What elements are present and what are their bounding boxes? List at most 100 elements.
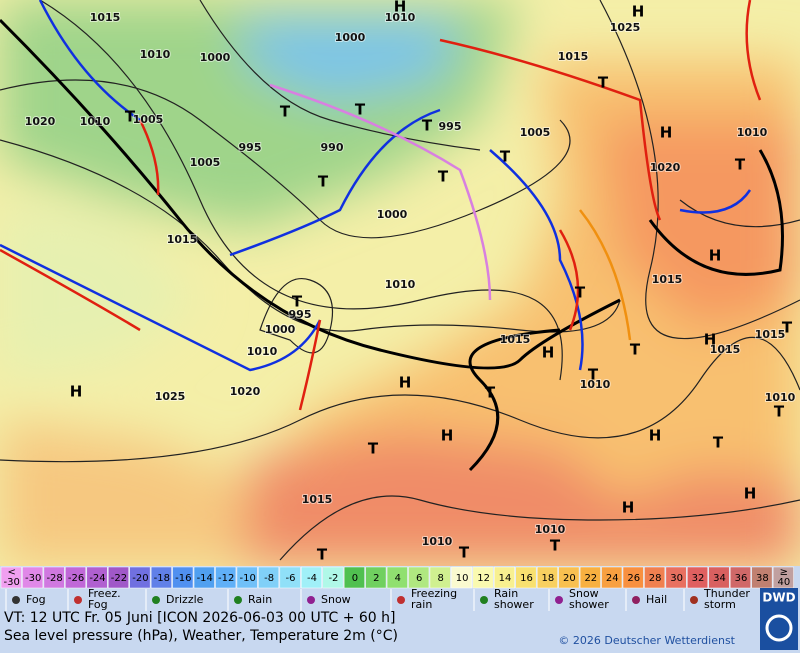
isobar-label: 1005 (190, 156, 221, 169)
isobar-label: 1010 (80, 115, 111, 128)
pressure-center: T (782, 319, 793, 337)
scale-label: -30 (25, 573, 41, 584)
isobar-label: 1025 (610, 21, 641, 34)
scale-cell (644, 566, 666, 589)
pressure-center: T (459, 544, 470, 562)
pressure-center: T (422, 117, 433, 135)
isobar-label: 995 (439, 120, 462, 133)
legend-icon (234, 596, 242, 604)
scale-label: -20 (132, 573, 148, 584)
isobar-label: 1025 (155, 390, 186, 403)
legend-icon (555, 596, 563, 604)
scale-label: -8 (264, 573, 274, 584)
scale-label: 14 (499, 573, 512, 584)
pressure-center: T (713, 434, 724, 452)
pressure-center: T (630, 341, 641, 359)
scale-cell (172, 566, 194, 589)
pressure-center: H (622, 499, 635, 517)
isobar-label: 1010 (385, 11, 416, 24)
scale-cell (0, 566, 22, 589)
isobar-label: 1010 (737, 126, 768, 139)
pressure-center: H (709, 247, 722, 265)
legend-label: Fog (26, 593, 46, 606)
scale-cell (86, 566, 108, 589)
isobar-label: 1010 (422, 535, 453, 548)
scale-cell (301, 566, 322, 589)
scale-cell (22, 566, 44, 589)
pressure-center: T (575, 284, 586, 302)
isobar-label: 1000 (200, 51, 231, 64)
isobar-label: 1015 (755, 328, 786, 341)
pressure-center: H (441, 427, 454, 445)
pressure-center: T (280, 103, 291, 121)
scale-label: -12 (218, 573, 234, 584)
scale-label: -10 (239, 573, 255, 584)
isobar-label: 1015 (90, 11, 121, 24)
scale-label: 18 (542, 573, 555, 584)
scale-cell (558, 566, 580, 589)
scale-cell (429, 566, 451, 589)
scale-label: -24 (89, 573, 105, 584)
pressure-center: H (70, 383, 83, 401)
scale-cell (494, 566, 515, 589)
scale-cell (687, 566, 709, 589)
scale-cell (451, 566, 473, 589)
pressure-center: H (394, 0, 407, 16)
pressure-center: H (542, 344, 555, 362)
pressure-center: T (500, 148, 511, 166)
legend-icon (74, 596, 82, 604)
isobar-label: 1005 (520, 126, 551, 139)
scale-label: 30 (670, 573, 683, 584)
scale-label: -2 (328, 573, 338, 584)
scale-label: -22 (111, 573, 127, 584)
pressure-center: T (774, 403, 785, 421)
isobar-label: 995 (289, 308, 312, 321)
pressure-center: H (632, 3, 645, 21)
isobar-label: 1005 (133, 113, 164, 126)
scale-label: 8 (437, 573, 443, 584)
isobar-label: 1020 (25, 115, 56, 128)
scale-cell (279, 566, 301, 589)
scale-cell (729, 566, 751, 589)
pressure-center: T (317, 546, 328, 564)
isobar-label: 1010 (765, 391, 796, 404)
pressure-center: T (588, 366, 599, 384)
pressure-center: T (598, 74, 609, 92)
scale-cell (472, 566, 494, 589)
scale-label: 38 (756, 573, 769, 584)
scale-cell (129, 566, 151, 589)
scale-label: 22 (584, 573, 597, 584)
scale-label: 20 (563, 573, 576, 584)
scale-label: -16 (175, 573, 191, 584)
legend-label: Rain shower (494, 587, 534, 611)
legend-icon (397, 596, 405, 604)
isobar-label: 1010 (140, 48, 171, 61)
legend-label: Thunder storm (703, 587, 750, 611)
pressure-center: T (318, 173, 329, 191)
isobar-label: 1015 (710, 343, 741, 356)
legend-icon (632, 596, 640, 604)
scale-cell (708, 566, 730, 589)
isobar-label: 1010 (247, 345, 278, 358)
legend-label: Snow shower (569, 587, 609, 611)
copyright: © 2026 Deutscher Wetterdienst (558, 634, 735, 647)
legend-icon (690, 596, 698, 604)
scale-cell (386, 566, 408, 589)
isobar-label: 1000 (377, 208, 408, 221)
pressure-center: H (744, 485, 757, 503)
scale-cell (622, 566, 644, 589)
scale-label: < -30 (4, 567, 20, 588)
scale-label: 16 (520, 573, 533, 584)
pressure-center: H (649, 427, 662, 445)
isobar-label: 1010 (385, 278, 416, 291)
scale-label: 34 (713, 573, 726, 584)
pressure-center: T (125, 108, 136, 126)
legend-label: Drizzle (166, 593, 204, 606)
isobar-label: 1000 (335, 31, 366, 44)
pressure-center: T (550, 537, 561, 555)
scale-cell (193, 566, 215, 589)
scale-label: 24 (606, 573, 619, 584)
legend-label: Freezing rain (411, 587, 457, 611)
pressure-center: T (355, 101, 366, 119)
scale-cell (408, 566, 430, 589)
